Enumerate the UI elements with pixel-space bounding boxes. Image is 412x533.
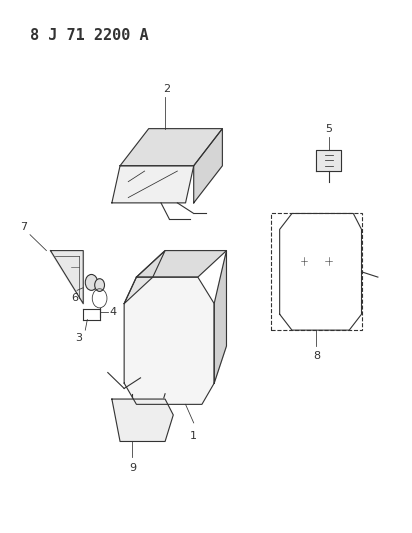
Text: 8 J 71 2200 A: 8 J 71 2200 A bbox=[30, 28, 149, 43]
Text: 4: 4 bbox=[110, 306, 117, 317]
Circle shape bbox=[313, 268, 320, 276]
Circle shape bbox=[312, 282, 321, 293]
Text: 7: 7 bbox=[20, 222, 28, 232]
Text: 8: 8 bbox=[313, 351, 320, 361]
Polygon shape bbox=[124, 251, 165, 304]
Text: 9: 9 bbox=[129, 463, 136, 473]
Text: 2: 2 bbox=[164, 84, 171, 94]
Polygon shape bbox=[51, 251, 83, 304]
Polygon shape bbox=[316, 150, 341, 171]
Text: 6: 6 bbox=[72, 293, 79, 303]
Polygon shape bbox=[214, 251, 227, 383]
Text: 1: 1 bbox=[190, 431, 197, 441]
Circle shape bbox=[299, 255, 309, 268]
Text: 5: 5 bbox=[325, 124, 332, 134]
Polygon shape bbox=[136, 251, 227, 277]
Bar bbox=[272, 214, 361, 330]
Polygon shape bbox=[120, 128, 222, 166]
Text: 3: 3 bbox=[76, 333, 83, 343]
Circle shape bbox=[95, 279, 105, 292]
Polygon shape bbox=[124, 277, 214, 405]
Polygon shape bbox=[112, 166, 194, 203]
Polygon shape bbox=[194, 128, 222, 203]
Circle shape bbox=[324, 255, 334, 268]
Circle shape bbox=[85, 274, 98, 290]
Polygon shape bbox=[112, 399, 173, 441]
